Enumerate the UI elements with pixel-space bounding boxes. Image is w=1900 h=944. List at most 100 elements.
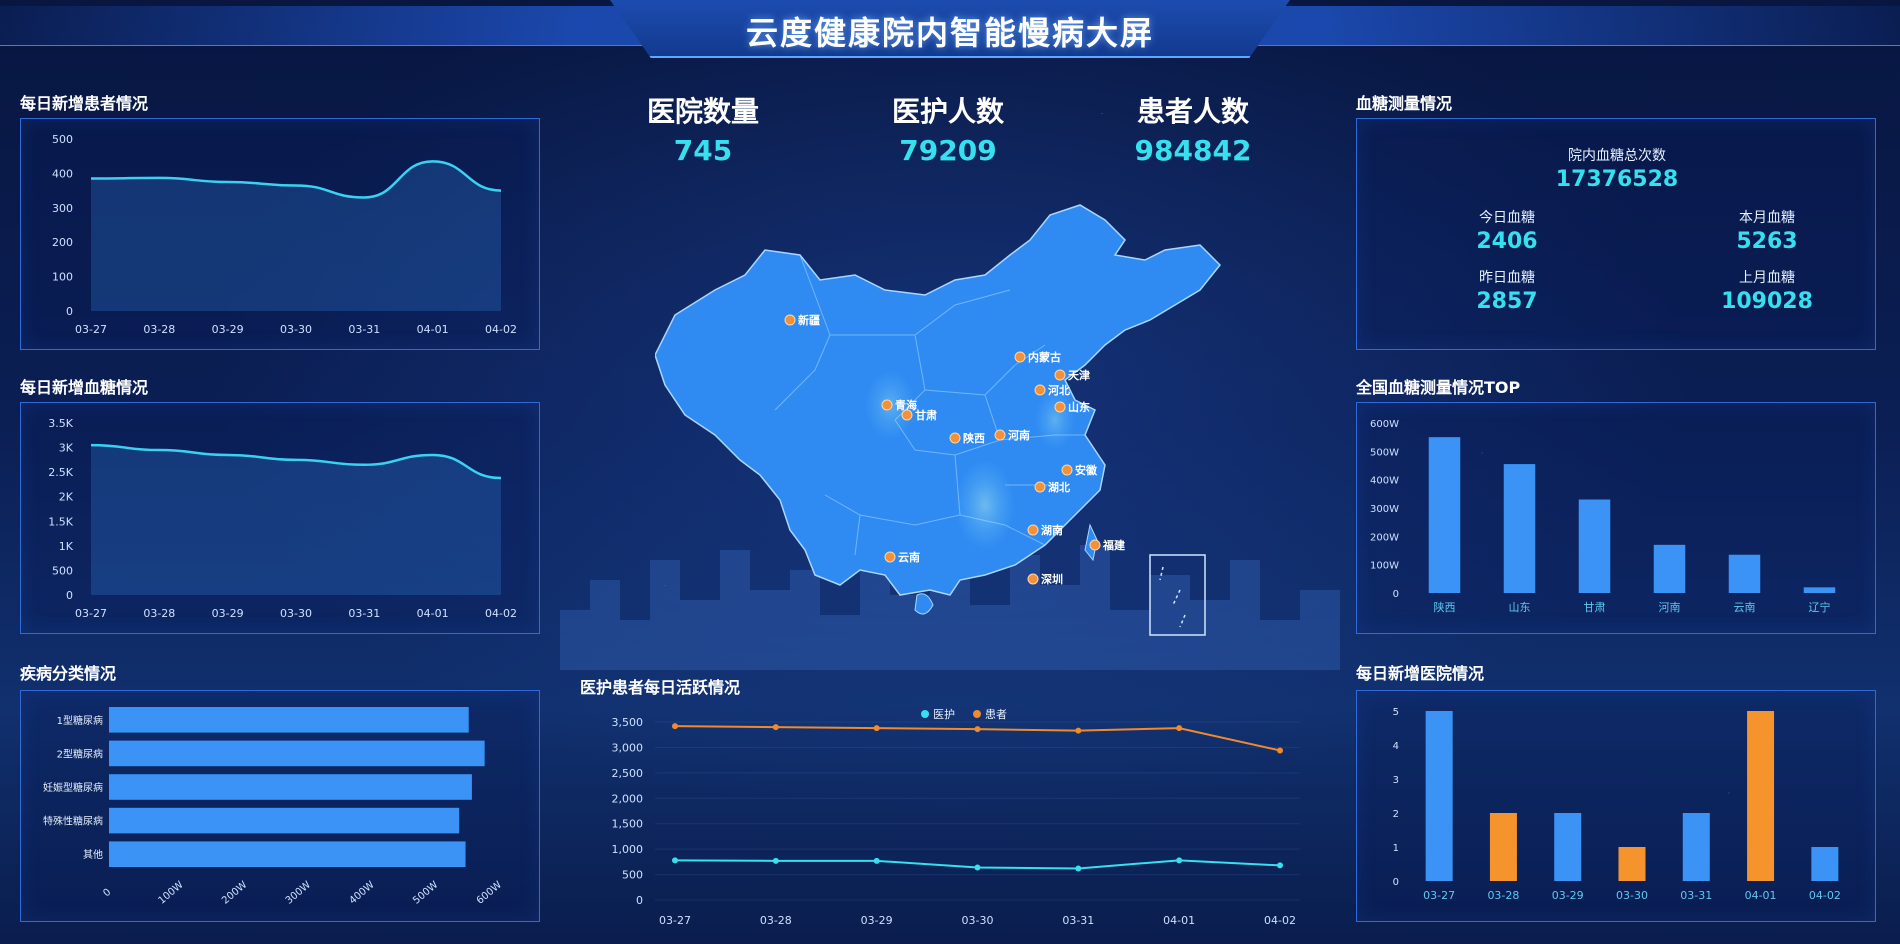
map-marker[interactable] — [1061, 464, 1073, 476]
map-marker[interactable] — [884, 551, 896, 563]
bar[interactable] — [1747, 711, 1775, 881]
panel-title-daily-new-glucose: 每日新增血糖情况 — [20, 378, 149, 397]
bar[interactable] — [1554, 813, 1582, 881]
data-point[interactable] — [672, 857, 678, 864]
data-point[interactable] — [974, 726, 981, 733]
map-marker[interactable] — [994, 429, 1006, 441]
kpi-label: 医院数量 — [646, 95, 759, 128]
glucose-this-month: 本月血糖 5263 — [1657, 207, 1877, 254]
legend-label[interactable]: 患者 — [985, 708, 1007, 721]
data-point[interactable] — [293, 182, 299, 188]
daily-new-hospitals-chart[interactable]: 0 1 2 3 4 5 03-27 03-28 03-29 03-30 03-31 04-01 04-0… — [1357, 691, 1877, 923]
map-marker[interactable] — [901, 409, 913, 421]
bar[interactable] — [1618, 847, 1646, 881]
x-tick-label: 03-30 — [280, 323, 312, 336]
y-tick-label: 400 — [52, 167, 73, 180]
data-point[interactable] — [361, 462, 367, 468]
stat-value: 5263 — [1736, 229, 1798, 254]
panel-daily-new-patients: 0 100 200 300 400 500 03-27 03-28 03-29 03-30 03-3… — [20, 118, 540, 350]
data-point[interactable] — [1277, 747, 1283, 754]
y-tick-label: 1K — [59, 540, 74, 553]
bar[interactable] — [1489, 813, 1517, 881]
bar[interactable] — [1803, 587, 1836, 593]
map-marker[interactable] — [1027, 573, 1039, 585]
data-point[interactable] — [873, 725, 880, 732]
x-tick-label: 04-01 — [417, 607, 449, 620]
data-point[interactable] — [498, 188, 504, 194]
bar[interactable] — [109, 740, 485, 767]
legend-swatch[interactable] — [973, 710, 981, 718]
data-point[interactable] — [772, 724, 779, 731]
daily-new-patients-chart[interactable]: 0 100 200 300 400 500 03-27 03-28 03-29 03-30 03-3… — [21, 119, 541, 351]
bar[interactable] — [1811, 847, 1839, 881]
bar[interactable] — [109, 841, 466, 867]
y-tick-label: 300 — [52, 202, 73, 215]
data-point[interactable] — [361, 194, 367, 200]
data-point[interactable] — [772, 857, 779, 864]
glucose-top-chart[interactable]: 0 100W 200W 300W 400W 500W 600W 陕西 山东 甘肃 河南 云南 辽宁 — [1357, 403, 1877, 635]
legend-label[interactable]: 医护 — [933, 707, 955, 721]
data-point[interactable] — [293, 457, 299, 463]
bar[interactable] — [1728, 554, 1761, 593]
daily-new-glucose-chart[interactable]: 0 500 1K 1.5K 2K 2.5K 3K 3.5K 03-27 03-28 03-29 03-… — [21, 403, 541, 635]
bar[interactable] — [1428, 437, 1461, 593]
bar[interactable] — [1682, 813, 1710, 881]
data-point[interactable] — [430, 158, 436, 164]
data-point[interactable] — [88, 176, 94, 182]
kpi-label: 患者人数 — [1136, 95, 1249, 128]
data-point[interactable] — [1176, 857, 1183, 864]
data-point[interactable] — [156, 175, 162, 181]
data-point[interactable] — [1277, 862, 1283, 869]
map-marker[interactable] — [1034, 481, 1046, 493]
bar[interactable] — [109, 807, 460, 834]
stat-value: 2406 — [1476, 229, 1538, 254]
map-marker[interactable] — [1054, 369, 1066, 381]
data-point[interactable] — [873, 857, 880, 864]
data-point[interactable] — [1176, 725, 1183, 732]
x-tick-label: 03-28 — [143, 323, 175, 336]
y-tick-label: 300W — [1370, 504, 1399, 515]
data-point[interactable] — [156, 447, 162, 453]
daily-active-chart[interactable]: 0 500 1,000 1,500 2,000 2,500 3,000 3,500 03-27 0… — [580, 700, 1320, 936]
map-marker[interactable] — [1014, 351, 1026, 363]
map-marker[interactable] — [1089, 539, 1101, 551]
stat-label: 昨日血糖 — [1479, 270, 1535, 286]
bar[interactable] — [109, 707, 469, 733]
map-marker[interactable] — [1034, 384, 1046, 396]
data-point[interactable] — [1075, 865, 1082, 872]
data-point[interactable] — [498, 475, 504, 481]
bar[interactable] — [1653, 544, 1686, 593]
bar[interactable] — [1503, 464, 1536, 593]
map-marker[interactable] — [784, 314, 796, 326]
data-point[interactable] — [1075, 727, 1082, 734]
china-map[interactable]: 新疆 内蒙古 天津 河北 山东 青海 甘肃 陕西 河南 安徽 湖北 湖南 福建 云南 深圳 — [654, 195, 1255, 645]
y-tick-label: 500 — [622, 869, 643, 882]
header-title-frame — [610, 0, 1290, 58]
y-tick-label: 500W — [1370, 447, 1399, 458]
data-point[interactable] — [974, 864, 981, 871]
data-point[interactable] — [225, 452, 231, 458]
data-point[interactable] — [672, 723, 678, 730]
map-marker[interactable] — [1027, 524, 1039, 536]
kpi-value: 984842 — [1134, 134, 1252, 167]
panel-title-disease-category: 疾病分类情况 — [20, 664, 117, 683]
map-marker[interactable] — [1054, 401, 1066, 413]
bar[interactable] — [1578, 499, 1611, 594]
category-label: 妊娠型糖尿病 — [43, 781, 103, 794]
y-tick-label: 100 — [52, 271, 73, 284]
data-point[interactable] — [88, 442, 94, 448]
data-point[interactable] — [225, 179, 231, 185]
data-point[interactable] — [430, 452, 436, 458]
bar[interactable] — [109, 774, 472, 800]
map-marker-label: 湖南 — [1041, 523, 1063, 537]
map-marker[interactable] — [949, 432, 961, 444]
y-tick-label: 3 — [1393, 775, 1399, 786]
legend-swatch[interactable] — [921, 710, 929, 718]
bar[interactable] — [1425, 711, 1453, 881]
x-tick-label: 河南 — [1659, 601, 1681, 614]
y-tick-label: 100W — [1370, 561, 1399, 572]
map-marker[interactable] — [881, 399, 893, 411]
header: 云度健康院内智能慢病大屏 — [0, 0, 1900, 58]
